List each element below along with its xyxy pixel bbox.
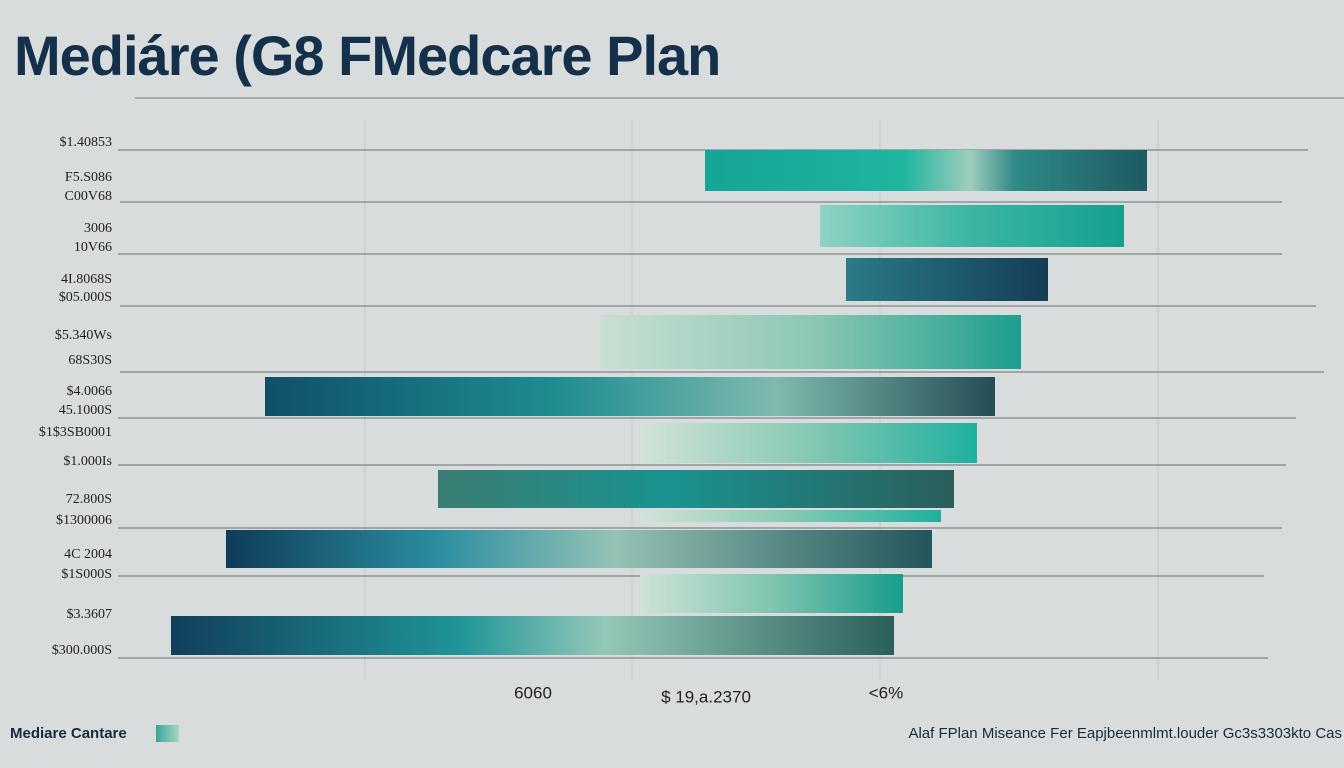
x-label: 6060	[514, 683, 552, 702]
y-label: 3006	[84, 221, 112, 236]
bar	[640, 423, 977, 463]
bar	[438, 470, 954, 508]
bar	[846, 258, 1048, 301]
x-label: <6%	[869, 683, 904, 702]
y-label: 72.800S	[66, 492, 112, 507]
y-label: 68S30S	[68, 353, 112, 368]
y-label: F5.S086	[65, 170, 112, 185]
y-label: $3.3607	[67, 607, 113, 622]
footnote: Alaf FPlan Miseance Fer Eapjbeenmlmt.lou…	[908, 725, 1342, 742]
legend-label: Mediare Cantare	[10, 725, 127, 742]
y-label: $1300006	[56, 513, 112, 528]
bars	[171, 150, 1147, 655]
y-label: $4.0066	[67, 384, 113, 399]
bar	[640, 574, 903, 613]
bar	[171, 616, 894, 655]
bar	[600, 315, 1021, 369]
y-label: 4C 2004	[64, 547, 112, 562]
bar	[265, 377, 995, 416]
y-label: C00V68	[65, 189, 112, 204]
bar	[705, 150, 1147, 191]
x-label: $ 19,a.2370	[661, 687, 751, 706]
y-label: $300.000S	[52, 643, 112, 658]
y-label: 45.1000S	[59, 403, 112, 418]
y-label: 4I.8068S	[61, 272, 112, 287]
y-label: $1.000Is	[63, 454, 112, 469]
y-label: $05.000S	[59, 290, 112, 305]
bar	[640, 510, 941, 522]
y-label: $1$3SB0001	[39, 425, 112, 440]
bar	[226, 530, 932, 568]
y-label: $5.340Ws	[55, 328, 112, 343]
bar	[820, 205, 1124, 247]
y-label: 10V66	[74, 240, 112, 255]
legend-swatch	[156, 725, 179, 742]
y-label: $1.40853	[60, 135, 113, 150]
chart-title: Mediáre (G8 FMedcare Plan	[14, 24, 720, 87]
y-labels: $1.40853 F5.S086 C00V68 3006 10V66 4I.8068S $0…	[39, 135, 112, 658]
y-label: $1S000S	[61, 567, 112, 582]
